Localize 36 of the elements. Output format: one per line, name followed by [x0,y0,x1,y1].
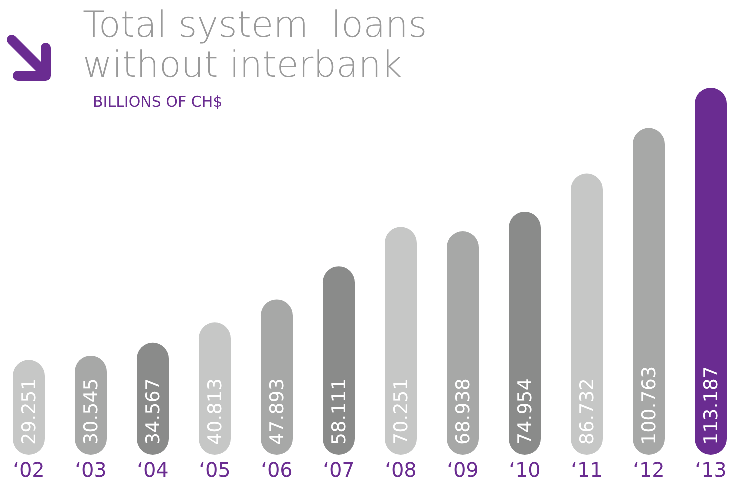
data-label: 113.187 [700,366,723,445]
data-label: 47.893 [266,378,289,445]
bar [137,342,169,455]
data-label: 58.111 [328,378,351,445]
x-tick-label: ‘13 [695,458,727,482]
x-tick-label: ‘04 [137,458,169,482]
data-label: 74.954 [514,378,537,445]
x-tick-label: ‘06 [261,458,293,482]
chart-title: Total system loans without interbank [83,5,428,86]
data-label: 86.732 [576,378,599,445]
bar [447,231,479,455]
data-label: 29.251 [18,378,41,445]
x-tick-label: ‘07 [323,458,355,482]
data-label: 30.545 [80,378,103,445]
x-tick-label: ‘08 [385,458,417,482]
bar [385,227,417,455]
x-tick-label: ‘02 [13,458,45,482]
data-label: 100.763 [638,366,661,445]
bar [633,128,665,455]
x-tick-label: ‘12 [633,458,665,482]
bar [323,266,355,455]
x-tick-label: ‘09 [447,458,479,482]
bar [695,88,727,455]
data-label: 70.251 [390,378,413,445]
data-label: 68.938 [452,378,475,445]
data-label: 40.813 [204,378,227,445]
bar [199,322,231,455]
data-label: 34.567 [142,378,165,445]
bar [571,174,603,455]
chart-subtitle: BILLIONS OF CH$ [93,93,223,111]
x-tick-label: ‘11 [571,458,603,482]
x-tick-label: ‘10 [509,458,541,482]
x-tick-label: ‘05 [199,458,231,482]
x-tick-label: ‘03 [75,458,107,482]
bar [261,300,293,455]
bar [509,212,541,455]
